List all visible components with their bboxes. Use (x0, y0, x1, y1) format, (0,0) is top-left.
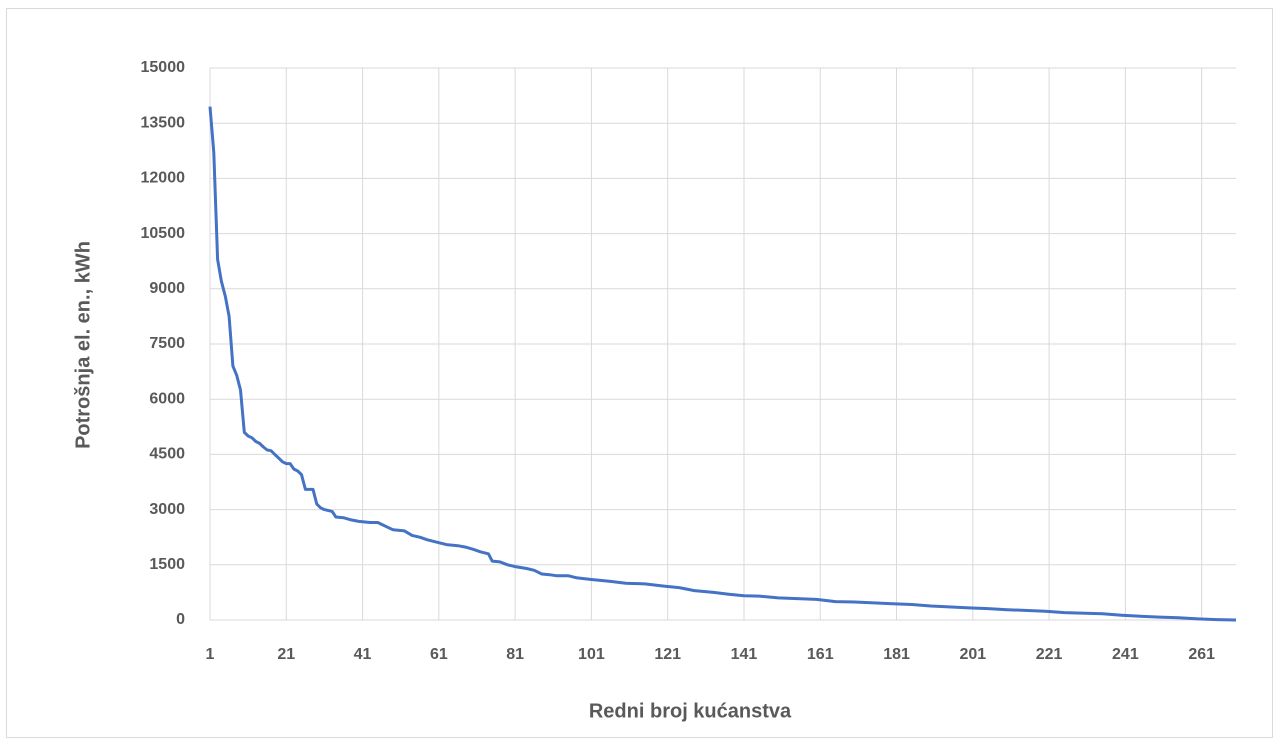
y-tick-label: 15000 (141, 59, 186, 76)
x-axis-label: Redni broj kućanstva (589, 700, 792, 722)
x-tick-label: 161 (807, 646, 834, 663)
x-tick-label: 201 (959, 646, 986, 663)
y-tick-label: 10500 (141, 225, 186, 242)
x-tick-label: 261 (1188, 646, 1215, 663)
x-tick-label: 121 (654, 646, 681, 663)
y-tick-label: 0 (176, 611, 185, 628)
x-tick-label: 41 (354, 646, 372, 663)
x-tick-label: 81 (506, 646, 524, 663)
y-tick-label: 7500 (149, 335, 185, 352)
data-line (208, 106, 1237, 622)
x-tick-label: 221 (1036, 646, 1063, 663)
y-tick-label: 13500 (141, 114, 186, 131)
x-tick-label: 1 (206, 646, 215, 663)
x-tick-label: 241 (1112, 646, 1139, 663)
x-tick-label: 181 (883, 646, 910, 663)
x-tick-label: 61 (430, 646, 448, 663)
x-tick-label: 101 (578, 646, 605, 663)
chart-border (6, 8, 1273, 738)
y-tick-label: 12000 (141, 170, 186, 187)
y-tick-label: 3000 (149, 501, 185, 518)
y-axis-label: Potrošnja el. en., kWh (72, 241, 94, 449)
y-tick-label: 1500 (149, 556, 185, 573)
y-tick-label: 9000 (149, 280, 185, 297)
x-tick-label: 21 (277, 646, 295, 663)
x-tick-label: 141 (731, 646, 758, 663)
y-tick-label: 6000 (149, 390, 185, 407)
y-tick-label: 4500 (149, 446, 185, 463)
